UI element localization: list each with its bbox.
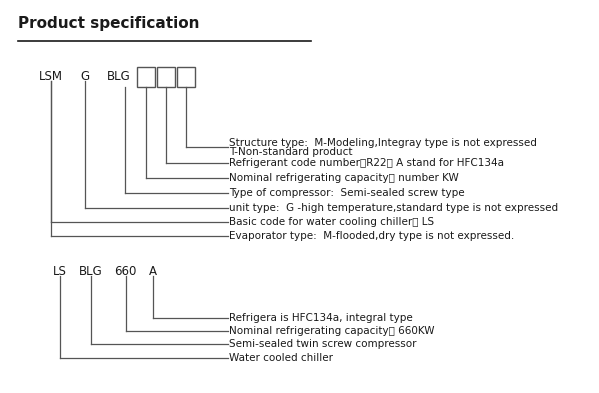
Text: unit type:  G -high temperature,standard type is not expressed: unit type: G -high temperature,standard … <box>229 202 558 213</box>
Text: BLG: BLG <box>107 70 131 83</box>
Bar <box>157 67 175 87</box>
Text: A: A <box>149 264 157 278</box>
Text: Evaporator type:  M-flooded,dry type is not expressed.: Evaporator type: M-flooded,dry type is n… <box>229 231 515 241</box>
Text: Semi-sealed twin screw compressor: Semi-sealed twin screw compressor <box>229 339 417 349</box>
Text: Nominal refrigerating capacity： number KW: Nominal refrigerating capacity： number K… <box>229 173 459 183</box>
Bar <box>137 67 155 87</box>
Text: LSM: LSM <box>39 70 63 83</box>
Text: Basic code for water cooling chiller： LS: Basic code for water cooling chiller： LS <box>229 217 434 228</box>
Text: LS: LS <box>53 264 67 278</box>
Text: BLG: BLG <box>79 264 103 278</box>
Bar <box>177 67 195 87</box>
Text: T-Non-standard product: T-Non-standard product <box>229 147 353 157</box>
Text: Type of compressor:  Semi-sealed screw type: Type of compressor: Semi-sealed screw ty… <box>229 187 465 198</box>
Text: Structure type:  M-Modeling,Integray type is not expressed: Structure type: M-Modeling,Integray type… <box>229 138 537 148</box>
Text: 660: 660 <box>114 264 137 278</box>
Text: G: G <box>80 70 90 83</box>
Text: Refrigerant code number：R22， A stand for HFC134a: Refrigerant code number：R22， A stand for… <box>229 158 504 168</box>
Text: Nominal refrigerating capacity： 660KW: Nominal refrigerating capacity： 660KW <box>229 326 435 336</box>
Text: Refrigera is HFC134a, integral type: Refrigera is HFC134a, integral type <box>229 312 413 323</box>
Text: Product specification: Product specification <box>18 16 199 31</box>
Text: Water cooled chiller: Water cooled chiller <box>229 353 334 363</box>
